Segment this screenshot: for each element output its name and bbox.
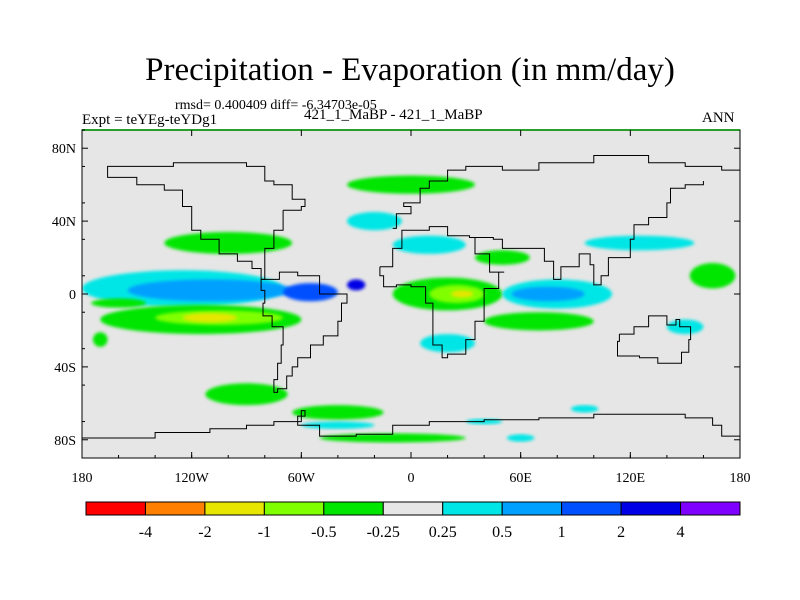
anomaly-region-19: [511, 286, 585, 302]
x-tick-label: 120W: [175, 471, 210, 486]
colorbar-swatch: [501, 501, 563, 516]
anomaly-region-13: [474, 250, 530, 265]
colorbar-label: -4: [139, 524, 152, 541]
y-tick-label: 40N: [52, 215, 76, 230]
colorbar-swatch: [204, 501, 265, 516]
continent-outline-5: [392, 155, 740, 229]
continent-outline-1: [379, 226, 505, 359]
anomaly-region-24: [205, 383, 288, 406]
anomaly-region-0: [91, 233, 146, 245]
anomaly-region-22: [689, 263, 736, 289]
x-tick-label: 0: [408, 471, 415, 486]
colorbar-swatch: [144, 501, 206, 516]
colorbar-swatch: [442, 501, 503, 516]
y-tick-label: 0: [69, 288, 76, 303]
y-tick-label: 80S: [54, 434, 76, 449]
anomaly-region-8: [182, 313, 238, 323]
anomaly-region-20: [484, 312, 594, 331]
continent-outline-4: [82, 410, 740, 439]
anomaly-region-31: [92, 332, 108, 347]
x-tick-label: 120E: [616, 471, 646, 486]
anomaly-region-21: [420, 334, 475, 353]
anomaly-region-11: [347, 212, 402, 231]
anomaly-region-14: [584, 235, 695, 251]
colorbar-label: -0.5: [311, 524, 336, 541]
colorbar-label: -2: [198, 524, 211, 541]
continent-outline-6: [469, 181, 704, 286]
continent-outline-2: [617, 315, 692, 364]
x-tick-label: 60E: [509, 471, 532, 486]
anomaly-region-4: [283, 283, 338, 302]
x-tick-label: 180: [72, 471, 93, 486]
colorbar-label: 4: [677, 524, 685, 541]
colorbar-label: 2: [617, 524, 625, 541]
anomaly-region-5: [347, 279, 366, 291]
colorbar-swatch: [680, 501, 741, 516]
x-tick-label: 180: [730, 471, 751, 486]
anomaly-region-17: [451, 290, 474, 298]
colorbar-swatch: [323, 501, 384, 516]
continent-outline-3: [107, 162, 306, 280]
anomaly-region-1: [164, 232, 293, 254]
anomaly-region-12: [392, 235, 466, 254]
anomaly-region-9: [91, 298, 146, 308]
continent-outline-0: [260, 271, 348, 393]
anomaly-region-3: [127, 279, 293, 302]
colorbar-swatch: [561, 501, 622, 516]
season-label: ANN: [702, 110, 735, 126]
anomaly-region-29: [570, 405, 599, 413]
y-tick-label: 40S: [54, 361, 76, 376]
continent-outlines: [82, 155, 740, 439]
anomaly-region-25: [292, 405, 384, 420]
colorbar-label: -0.25: [367, 524, 400, 541]
chart-title: Precipitation - Evaporation (in mm/day): [145, 52, 675, 88]
colorbar-label: 0.5: [492, 524, 512, 541]
period-label: 421_1_MaBP - 421_1_MaBP: [304, 107, 483, 123]
x-tick-label: 60W: [288, 471, 316, 486]
colorbar-swatch: [263, 501, 325, 516]
anomaly-fields: [82, 175, 736, 443]
axes: 180 120W 60W 0 60E 120E 180 80N 40N 0 40S 80S: [52, 129, 751, 486]
y-tick-label: 80N: [52, 142, 76, 157]
colorbar-label: 1: [558, 524, 566, 541]
colorbar-swatch: [620, 501, 682, 516]
anomaly-region-28: [506, 434, 535, 442]
colorbar-label: 0.25: [429, 524, 457, 541]
experiment-label: Expt = teYEg-teYDg1: [82, 112, 218, 128]
anomaly-region-10: [347, 175, 475, 194]
colorbar: -4 -2 -1 -0.5 -0.25 0.25 0.5 1 2 4: [85, 501, 741, 541]
stats-label: rmsd= 0.400409 diff= -6.34703e-05: [175, 98, 377, 113]
colorbar-swatch: [85, 501, 146, 516]
colorbar-swatch: [382, 501, 444, 516]
colorbar-label: -1: [258, 524, 271, 541]
